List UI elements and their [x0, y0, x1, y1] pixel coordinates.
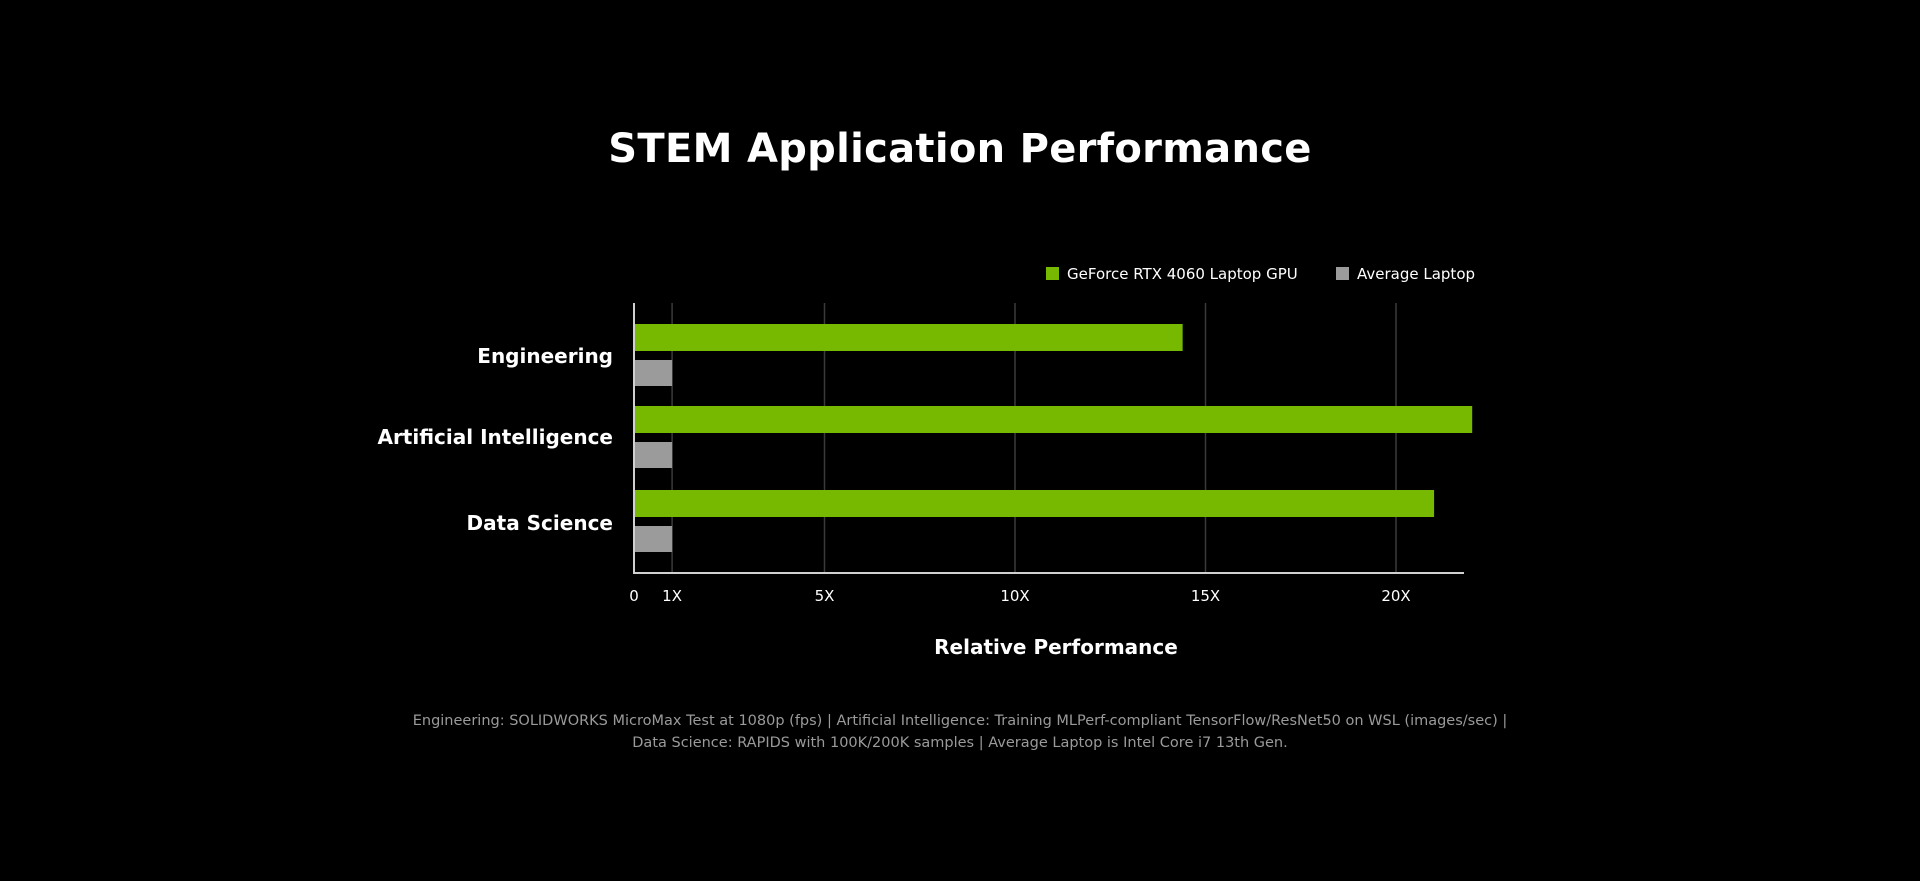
axes — [633, 303, 1464, 574]
bar-average-data-science — [634, 526, 673, 552]
bar-average-engineering — [634, 360, 673, 386]
legend-item-average-swatch — [1336, 267, 1349, 280]
x-tick-label: 10X — [1000, 587, 1029, 605]
x-tick-label: 15X — [1191, 587, 1220, 605]
x-tick-label: 0 — [629, 587, 639, 605]
bar-rtx-engineering — [634, 324, 1183, 351]
category-label-data-science: Data Science — [467, 511, 613, 535]
x-tick-label: 20X — [1381, 587, 1410, 605]
legend-item-average-label: Average Laptop — [1357, 265, 1475, 283]
footnote-line-1: Engineering: SOLIDWORKS MicroMax Test at… — [412, 713, 1508, 729]
bars — [634, 324, 1473, 552]
category-label-artificial-intelligence: Artificial Intelligence — [377, 425, 613, 449]
chart-title: STEM Application Performance — [608, 126, 1312, 172]
footnote-line-2: Data Science: RAPIDS with 100K/200K samp… — [632, 735, 1288, 751]
bar-rtx-data-science — [634, 490, 1435, 517]
category-label-engineering: Engineering — [477, 344, 613, 368]
bar-rtx-artificial-intelligence — [634, 406, 1473, 433]
legend-item-rtx-swatch — [1046, 267, 1059, 280]
legend: GeForce RTX 4060 Laptop GPU Average Lapto… — [1046, 265, 1475, 283]
x-tick-label: 5X — [815, 587, 835, 605]
bar-average-artificial-intelligence — [634, 442, 673, 468]
x-axis-title: Relative Performance — [934, 635, 1178, 659]
labels: 0 1X 5X 10X 15X 20X Engineering Artificial Inte… — [377, 344, 1410, 659]
legend-item-rtx-label: GeForce RTX 4060 Laptop GPU — [1067, 265, 1298, 283]
x-tick-label: 1X — [662, 587, 682, 605]
